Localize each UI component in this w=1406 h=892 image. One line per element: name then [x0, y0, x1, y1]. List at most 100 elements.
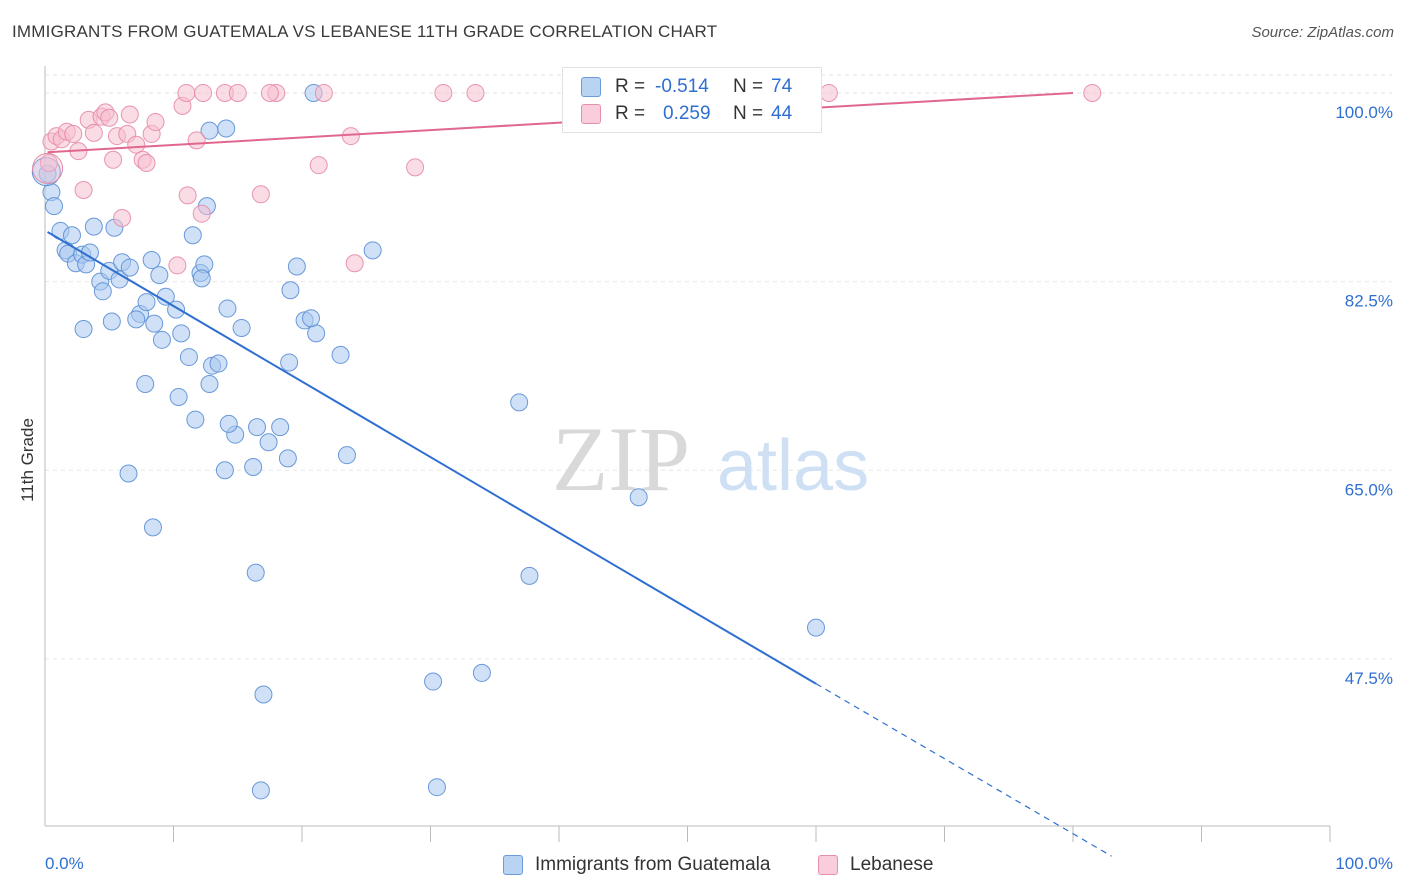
data-point [406, 158, 425, 177]
r-value: 0.259 [663, 103, 711, 124]
data-point [363, 241, 382, 260]
lebanese-points [32, 83, 1102, 275]
data-point [186, 410, 205, 429]
data-point [187, 131, 206, 150]
data-point [309, 156, 328, 175]
guatemala-points [31, 83, 825, 800]
data-point [136, 375, 155, 394]
data-point [427, 778, 446, 797]
data-point [314, 83, 333, 102]
watermark: ZIP atlas [552, 408, 869, 510]
n-value: 44 [771, 103, 793, 124]
data-point [150, 266, 169, 285]
source-note: Source: ZipAtlas.com [1251, 24, 1394, 41]
n-label: N = [733, 103, 764, 124]
data-point [152, 330, 171, 349]
data-point [331, 345, 350, 364]
data-point [102, 312, 121, 331]
data-point [64, 124, 83, 143]
data-point [179, 348, 198, 367]
data-point [120, 105, 139, 124]
series-legend: Immigrants from Guatemala Lebanese [0, 852, 1406, 878]
data-point [218, 299, 237, 318]
data-point [120, 258, 139, 277]
blue-swatch [503, 855, 523, 875]
data-point [32, 152, 64, 184]
data-point [219, 414, 238, 433]
data-point [113, 209, 132, 227]
data-point [248, 418, 267, 437]
data-point [629, 488, 648, 507]
data-point [251, 781, 270, 800]
y-tick-label: 100.0% [1335, 103, 1393, 122]
data-point [434, 83, 453, 102]
y-tick-label: 65.0% [1345, 480, 1393, 499]
r-label: R = [615, 103, 646, 124]
data-point [168, 256, 187, 275]
svg-text:atlas: atlas [717, 426, 869, 506]
data-point [192, 204, 211, 223]
data-point [520, 566, 539, 585]
data-point [169, 387, 188, 406]
data-point [259, 433, 278, 452]
data-point [137, 154, 156, 173]
data-point [119, 464, 138, 483]
data-point [194, 83, 213, 102]
data-point [146, 113, 165, 132]
r-value: -0.514 [655, 76, 709, 97]
data-point [209, 354, 228, 373]
data-point [807, 618, 825, 637]
data-point [345, 254, 364, 273]
correlation-legend: R = -0.514 N = 74 R = 0.259 N = 44 [562, 67, 822, 133]
data-point [271, 418, 290, 437]
data-point [278, 449, 297, 468]
pink-swatch [581, 104, 601, 124]
x-tick-label: 0.0% [45, 854, 84, 873]
x-tick-label: 100.0% [1335, 854, 1393, 873]
guatemala-trend-extension [815, 683, 1112, 857]
data-point [228, 83, 247, 102]
data-point [178, 186, 197, 205]
legend-row-lebanese: R = 0.259 N = 44 [581, 101, 792, 127]
data-point [341, 127, 360, 146]
data-point [466, 83, 485, 102]
legend-item-lebanese: Lebanese [818, 852, 933, 878]
y-tick-label: 82.5% [1345, 292, 1393, 311]
data-point [280, 353, 299, 372]
data-point [172, 324, 191, 343]
data-point [84, 123, 103, 142]
data-point [39, 154, 58, 173]
data-point [246, 563, 265, 582]
data-point [104, 150, 123, 169]
data-point [183, 226, 202, 245]
tick-labels: 47.5% 65.0% 82.5% 100.0% 0.0% 100.0% [45, 103, 1393, 873]
data-point [62, 226, 81, 245]
data-point [472, 663, 491, 682]
data-point [232, 318, 251, 337]
data-point [127, 310, 146, 329]
data-point [177, 83, 196, 102]
data-point [251, 185, 270, 204]
svg-text:ZIP: ZIP [552, 408, 690, 510]
data-point [307, 324, 326, 343]
data-point [819, 83, 838, 102]
data-point [424, 672, 443, 691]
guatemala-trend-line [47, 231, 817, 685]
legend-item-guatemala: Immigrants from Guatemala [503, 852, 770, 878]
data-point [254, 685, 273, 704]
data-point [244, 458, 263, 477]
data-point [74, 320, 93, 339]
data-point [93, 282, 112, 301]
data-point [260, 83, 279, 102]
data-point [192, 269, 211, 288]
lebanese-trend-line [47, 91, 1074, 154]
data-point [142, 251, 161, 270]
data-point [127, 135, 146, 154]
legend-label: Immigrants from Guatemala [535, 854, 771, 875]
data-point [100, 108, 119, 127]
n-label: N = [733, 76, 764, 97]
legend-label: Lebanese [850, 854, 934, 875]
data-point [74, 180, 93, 199]
data-point [137, 293, 156, 312]
